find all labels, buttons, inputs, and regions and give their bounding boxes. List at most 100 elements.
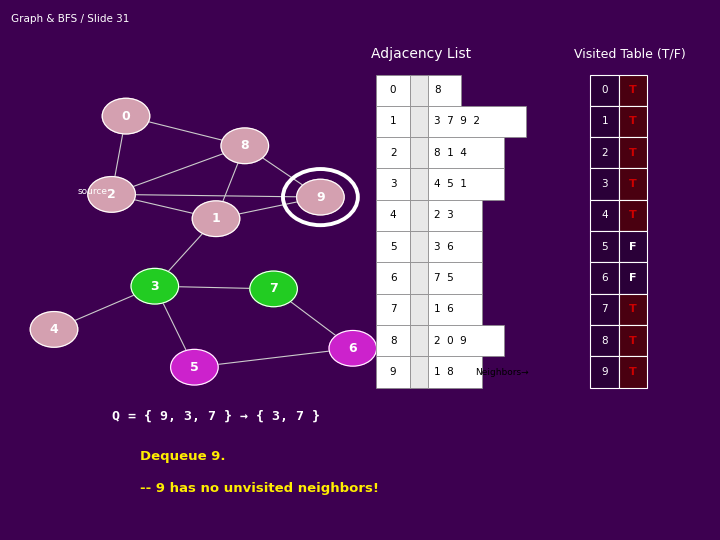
Bar [590,294,619,325]
Text: 9: 9 [316,191,325,204]
Bar [376,168,410,200]
Text: 1: 1 [601,117,608,126]
Text: 2: 2 [390,148,397,158]
Text: F: F [629,242,636,252]
Text: 0: 0 [122,110,130,123]
Bar [619,106,647,137]
Text: F: F [629,273,636,283]
Bar [590,262,619,294]
Text: 6: 6 [348,342,357,355]
Text: T: T [629,85,636,95]
Text: 9: 9 [601,367,608,377]
Bar [428,75,461,106]
Bar [410,294,428,325]
Bar [590,75,619,106]
Text: 0: 0 [601,85,608,95]
Text: 8: 8 [434,85,441,95]
Text: 4: 4 [50,323,58,336]
Text: 5: 5 [190,361,199,374]
Bar [410,168,428,200]
Bar [619,356,647,388]
Bar [428,168,504,200]
Bar [428,325,504,356]
Text: 3: 3 [601,179,608,189]
Text: 1  8: 1 8 [434,367,454,377]
Bar [376,294,410,325]
Bar [619,294,647,325]
Text: 1: 1 [390,117,397,126]
Bar [410,75,428,106]
Text: source: source [78,187,108,196]
Text: 4: 4 [601,211,608,220]
Text: 7: 7 [390,305,397,314]
Text: 2  0  9: 2 0 9 [434,336,467,346]
Bar [590,325,619,356]
Circle shape [171,349,218,385]
Text: 0: 0 [390,85,397,95]
Text: 7: 7 [601,305,608,314]
Text: 5: 5 [390,242,397,252]
Bar [428,137,504,168]
Text: T: T [629,336,636,346]
Bar [590,137,619,168]
Bar [410,200,428,231]
Bar [428,294,482,325]
Bar [376,262,410,294]
Text: Graph & BFS / Slide 31: Graph & BFS / Slide 31 [11,14,129,24]
Text: -- 9 has no unvisited neighbors!: -- 9 has no unvisited neighbors! [140,482,379,495]
Text: T: T [629,117,636,126]
Text: 2: 2 [107,188,116,201]
Bar [428,200,482,231]
Bar [410,137,428,168]
Text: 6: 6 [390,273,397,283]
Bar [619,75,647,106]
Text: Q = { 9, 3, 7 } → { 3, 7 }: Q = { 9, 3, 7 } → { 3, 7 } [112,409,320,422]
Circle shape [30,312,78,347]
Text: T: T [629,211,636,220]
Bar [376,231,410,262]
Bar [376,75,410,106]
Circle shape [192,201,240,237]
Text: 9: 9 [390,367,397,377]
Bar [619,325,647,356]
Text: 7: 7 [269,282,278,295]
Bar [590,106,619,137]
Text: 3: 3 [150,280,159,293]
Text: 8  1  4: 8 1 4 [434,148,467,158]
Text: 8: 8 [601,336,608,346]
Bar [428,356,482,388]
Bar [428,106,526,137]
Circle shape [297,179,344,215]
Circle shape [221,128,269,164]
Bar [376,325,410,356]
Bar [410,325,428,356]
Text: 4: 4 [390,211,397,220]
Text: 8: 8 [390,336,397,346]
Text: 1  6: 1 6 [434,305,454,314]
Circle shape [250,271,297,307]
Circle shape [329,330,377,366]
Text: 1: 1 [212,212,220,225]
Bar [619,262,647,294]
Bar [410,262,428,294]
Text: T: T [629,179,636,189]
Text: Adjacency List: Adjacency List [371,47,472,61]
Bar [619,137,647,168]
Text: Neighbors→: Neighbors→ [475,368,528,376]
Text: 5: 5 [601,242,608,252]
Circle shape [102,98,150,134]
Text: 3  7  9  2: 3 7 9 2 [434,117,480,126]
Text: 3  6: 3 6 [434,242,454,252]
Bar [590,168,619,200]
Text: Visited Table (T/F): Visited Table (T/F) [574,48,686,60]
Text: T: T [629,148,636,158]
Bar [410,106,428,137]
Bar [428,231,482,262]
Circle shape [131,268,179,304]
Text: 8: 8 [240,139,249,152]
Text: 3: 3 [390,179,397,189]
Bar [428,262,482,294]
Text: 7  5: 7 5 [434,273,454,283]
Bar [376,137,410,168]
Text: 2  3: 2 3 [434,211,454,220]
